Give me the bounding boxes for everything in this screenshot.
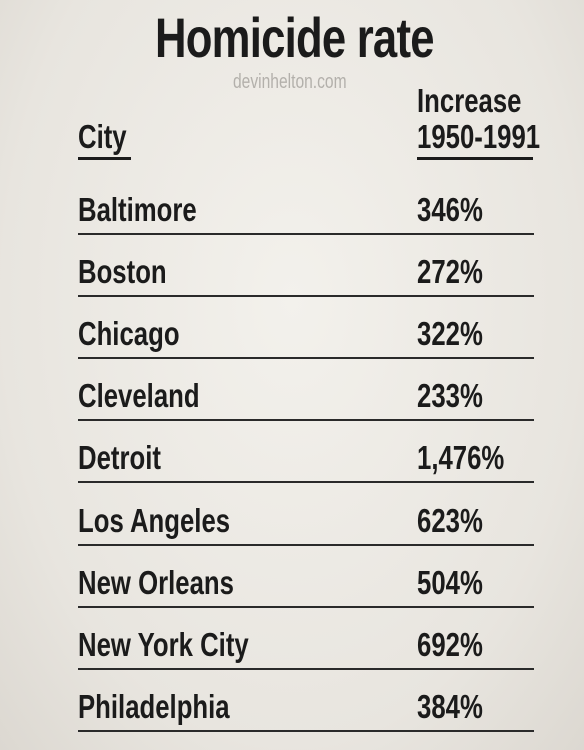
increase-cell: 1,476% [417,439,505,477]
city-cell: Baltimore [78,191,197,228]
row-rule [78,605,534,608]
increase-cell: 504% [417,563,483,601]
row-rule [78,419,534,422]
increase-cell: 346% [417,191,483,228]
row-rule [78,233,534,235]
header-period: 1950-1991 [417,118,541,155]
increase-cell: 322% [417,315,483,353]
city-cell: Los Angeles [78,501,231,539]
row-rule [78,295,534,298]
city-cell: New Orleans [78,563,234,601]
city-cell: New York City [78,625,249,663]
city-cell: Cleveland [78,377,200,415]
row-rule [78,729,534,732]
header-increase: Increase [417,82,522,119]
increase-cell: 692% [417,625,483,663]
city-cell: Detroit [78,439,161,477]
increase-cell: 623% [417,501,483,539]
city-cell: Boston [78,253,167,291]
row-rule [78,357,534,360]
header-underline [417,157,533,160]
source: devinhelton.com [233,71,347,93]
city-cell: Philadelphia [78,687,230,725]
header-city: City [78,118,127,155]
increase-cell: 272% [417,253,483,291]
row-rule [78,667,534,670]
title: Homicide rate [155,6,435,69]
header-underline [78,157,131,160]
increase-cell: 233% [417,377,483,415]
row-rule [78,481,534,484]
city-cell: Chicago [78,315,180,353]
row-rule [78,543,534,546]
increase-cell: 384% [417,687,483,725]
